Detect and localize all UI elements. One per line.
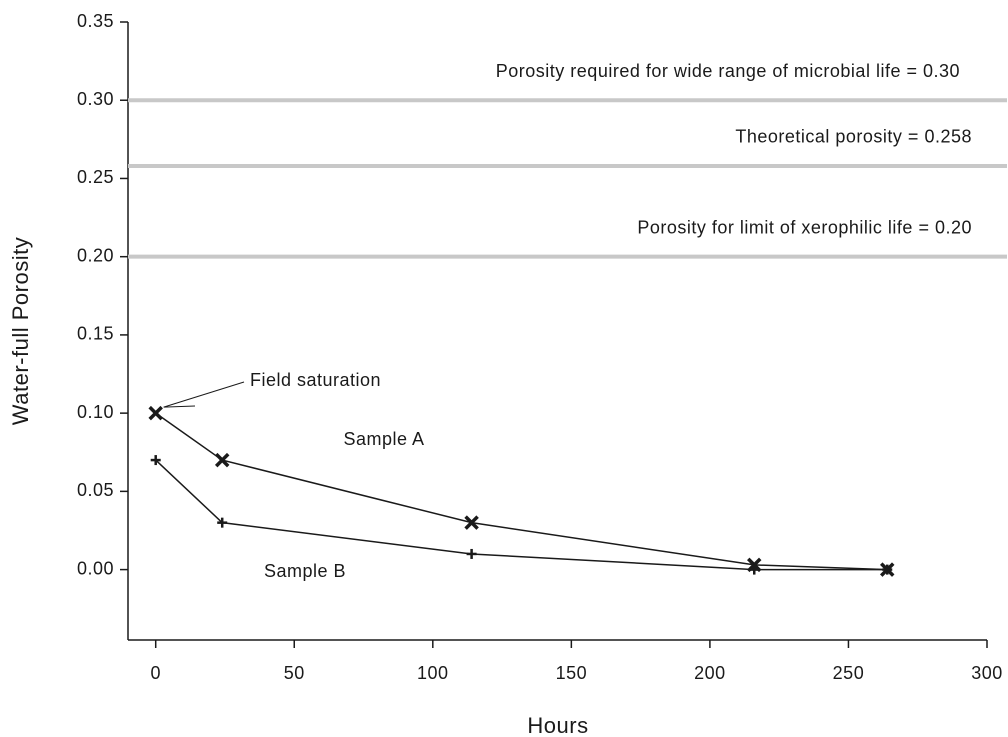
x-tick-label: 0 (150, 663, 161, 683)
y-tick-label: 0.15 (77, 324, 114, 344)
y-tick-label: 0.20 (77, 245, 114, 265)
y-tick-label: 0.30 (77, 89, 114, 109)
marker (148, 405, 163, 421)
marker-stroke (214, 452, 230, 468)
x-tick-label: 250 (833, 663, 865, 683)
y-tick-label: 0.35 (77, 11, 114, 31)
series-label: Sample A (343, 429, 424, 449)
x-tick-label: 150 (556, 663, 588, 683)
annotation: Field saturation (250, 370, 381, 390)
annotation-arrow (163, 381, 245, 408)
marker (749, 564, 760, 575)
y-tick-label: 0.05 (77, 480, 114, 500)
x-tick-label: 100 (417, 663, 449, 683)
marker (882, 564, 893, 575)
reference-label: Porosity required for wide range of micr… (496, 61, 960, 81)
annotation-arrow (163, 405, 196, 408)
series-label: Sample B (264, 561, 346, 581)
x-axis-title: Hours (527, 713, 588, 737)
marker (214, 452, 230, 468)
reference-label: Theoretical porosity = 0.258 (735, 127, 972, 147)
x-tick-label: 200 (694, 663, 726, 683)
series-line (155, 459, 888, 571)
series-line (155, 412, 888, 571)
marker (150, 455, 161, 466)
y-axis-title: Water-full Porosity (8, 237, 33, 425)
x-tick-label: 50 (284, 663, 305, 683)
marker (464, 515, 479, 530)
marker-stroke (148, 405, 163, 421)
y-tick-label: 0.10 (77, 402, 114, 422)
marker-stroke (464, 515, 479, 530)
y-tick-label: 0.25 (77, 167, 114, 187)
y-tick-label: 0.00 (77, 558, 114, 578)
x-tick-label: 300 (971, 663, 1003, 683)
marker (466, 548, 477, 559)
reference-label: Porosity for limit of xerophilic life = … (637, 217, 972, 237)
marker (217, 517, 228, 528)
